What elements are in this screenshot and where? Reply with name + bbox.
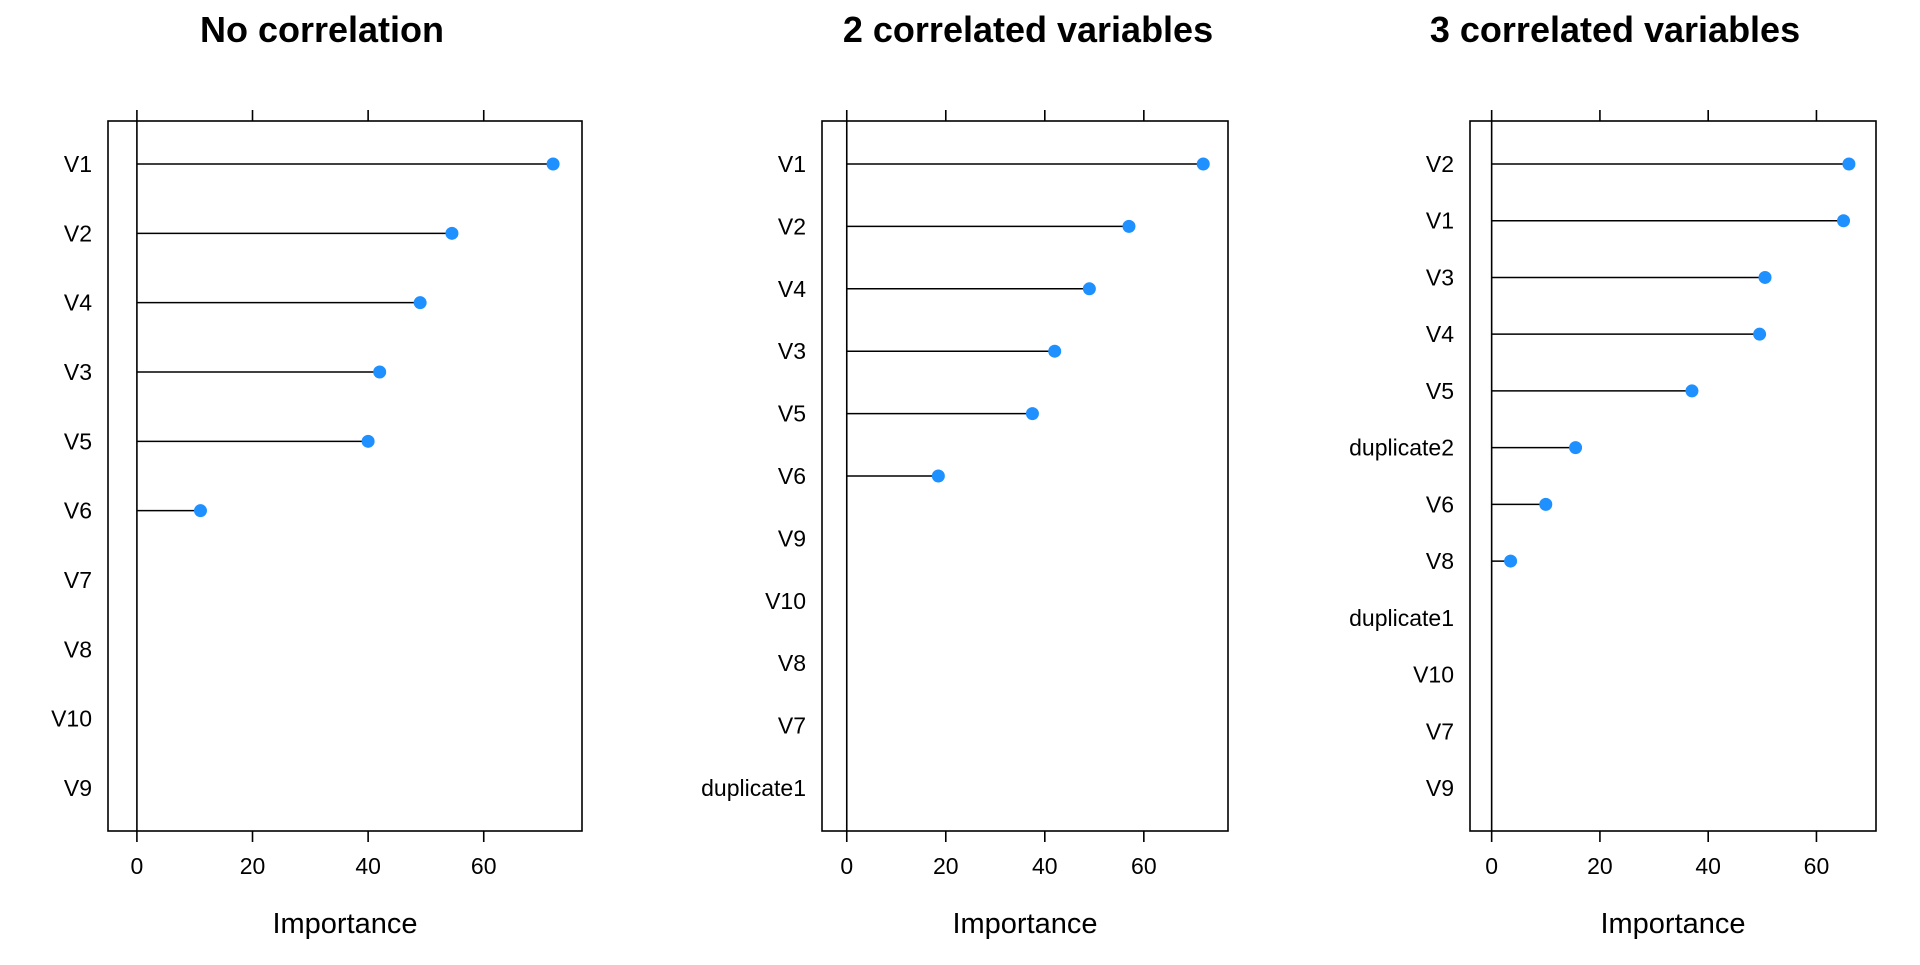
category-label: V2 [1426, 151, 1454, 177]
lollipop-point [1122, 219, 1136, 233]
x-tick-label: 60 [471, 853, 497, 879]
lollipop-point [1504, 554, 1518, 568]
category-label: V4 [64, 290, 92, 316]
x-axis-label: Importance [1600, 908, 1745, 940]
lollipop-point [1196, 157, 1210, 171]
plot-frame [1469, 120, 1877, 832]
category-label: V7 [1426, 718, 1454, 744]
category-label: V9 [64, 775, 92, 801]
panel-title: 3 correlated variables [1430, 9, 1800, 50]
category-label: V1 [64, 151, 92, 177]
x-tick-label: 0 [840, 853, 853, 879]
x-tick-label: 20 [1587, 853, 1613, 879]
category-label: V9 [778, 525, 806, 551]
category-label: V5 [778, 401, 806, 427]
category-label: V8 [1426, 548, 1454, 574]
x-tick-label: 20 [240, 853, 266, 879]
lollipop-point [193, 504, 207, 518]
lollipop-point [1569, 441, 1583, 455]
x-axis-label: Importance [272, 908, 417, 940]
lollipop-point [931, 469, 945, 483]
panel-2: 2 correlated variables 0 20 40 60 Importance V… [701, 9, 1229, 940]
lollipop-point [445, 226, 459, 240]
x-tick-label: 40 [1032, 853, 1058, 879]
category-label: V10 [765, 588, 806, 614]
category-label: V9 [1426, 775, 1454, 801]
x-tick-label: 0 [131, 853, 144, 879]
category-label: V6 [1426, 491, 1454, 517]
category-label: V3 [1426, 264, 1454, 290]
category-label: V5 [64, 428, 92, 454]
category-label: V6 [64, 498, 92, 524]
category-label: V2 [64, 220, 92, 246]
category-label: duplicate1 [1349, 605, 1454, 631]
category-label: V2 [778, 213, 806, 239]
lollipop-point [1685, 384, 1699, 398]
panel-title: 2 correlated variables [843, 9, 1213, 50]
category-label: V8 [64, 636, 92, 662]
x-tick-label: 20 [933, 853, 959, 879]
lollipop-point [1025, 407, 1039, 421]
category-label: V10 [51, 706, 92, 732]
lollipop-point [546, 157, 560, 171]
lollipop-point [1048, 344, 1062, 358]
lollipop-point [1842, 157, 1856, 171]
category-label: V7 [64, 567, 92, 593]
lollipop-point [1539, 497, 1553, 511]
lollipop-point [413, 296, 427, 310]
category-label: V10 [1413, 662, 1454, 688]
panel-3: 3 correlated variables 0 20 40 60 Importance V… [1349, 9, 1877, 940]
plot-frame [107, 120, 583, 832]
x-tick-label: 60 [1804, 853, 1830, 879]
x-axis-label: Importance [952, 908, 1097, 940]
category-label: V4 [1426, 321, 1454, 347]
category-label: duplicate1 [701, 775, 806, 801]
category-label: V3 [64, 359, 92, 385]
lollipop-point [1837, 214, 1851, 228]
plot-frame [821, 120, 1229, 832]
x-tick-label: 40 [355, 853, 381, 879]
category-label: duplicate2 [1349, 435, 1454, 461]
x-tick-label: 40 [1695, 853, 1721, 879]
category-label: V6 [778, 463, 806, 489]
x-tick-label: 0 [1485, 853, 1498, 879]
x-tick-label: 60 [1131, 853, 1157, 879]
lollipop-point [1082, 282, 1096, 296]
panel-title: No correlation [200, 9, 444, 50]
lollipop-point [361, 434, 375, 448]
category-label: V1 [778, 151, 806, 177]
category-label: V4 [778, 276, 806, 302]
category-label: V8 [778, 650, 806, 676]
lollipop-point [373, 365, 387, 379]
category-label: V5 [1426, 378, 1454, 404]
category-label: V7 [778, 713, 806, 739]
panel-1: No correlation 0 20 40 60 Importance V1 V2 V4 V3 V… [51, 9, 583, 940]
category-label: V3 [778, 338, 806, 364]
lollipop-point [1758, 270, 1772, 284]
category-label: V1 [1426, 208, 1454, 234]
lollipop-point [1753, 327, 1767, 341]
